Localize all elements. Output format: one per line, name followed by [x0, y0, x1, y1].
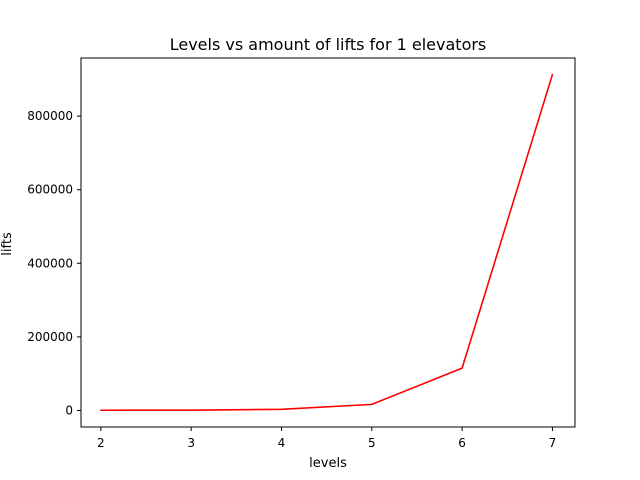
series-layer: [100, 73, 554, 412]
x-tick-label: 2: [97, 436, 105, 450]
x-tick-label: 4: [278, 436, 286, 450]
y-tick-label: 800000: [27, 109, 73, 123]
series-line: [100, 73, 554, 412]
x-tick-label: 6: [458, 436, 466, 450]
y-axis-ticks: 0 200000 400000 600000 800000: [27, 109, 81, 417]
x-axis-label: levels: [309, 456, 347, 471]
x-axis-ticks: 2 3 4 5 6 7: [97, 427, 556, 450]
x-tick-label: 3: [187, 436, 195, 450]
y-tick-label: 600000: [27, 183, 73, 197]
plot-frame: [80, 57, 576, 428]
x-tick-label: 7: [549, 436, 557, 450]
y-tick-label: 200000: [27, 330, 73, 344]
chart-title: Levels vs amount of lifts for 1 elevator…: [170, 35, 487, 54]
y-tick-label: 400000: [27, 256, 73, 270]
x-tick-label: 5: [368, 436, 376, 450]
y-axis-label: lifts: [0, 232, 15, 256]
plot-area: [80, 57, 576, 428]
y-tick-label: 0: [65, 403, 73, 417]
